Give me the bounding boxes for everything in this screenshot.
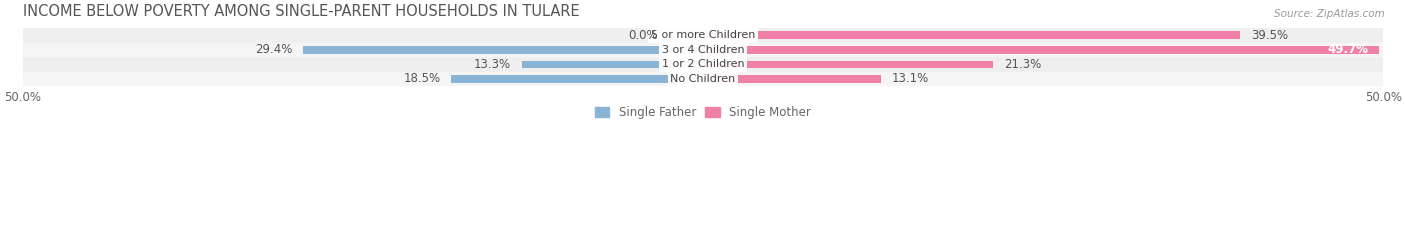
Text: 21.3%: 21.3% [1004, 58, 1040, 71]
Bar [22, 28, 1384, 43]
Bar [703, 75, 882, 83]
Text: 1 or 2 Children: 1 or 2 Children [662, 59, 744, 69]
Bar [703, 61, 993, 68]
Bar [22, 72, 1384, 86]
Bar [22, 57, 1384, 72]
Text: No Children: No Children [671, 74, 735, 84]
Text: 29.4%: 29.4% [254, 43, 292, 56]
Bar [302, 46, 703, 54]
Legend: Single Father, Single Mother: Single Father, Single Mother [591, 102, 815, 124]
Bar [669, 31, 703, 39]
Text: 39.5%: 39.5% [1251, 29, 1288, 42]
Text: Source: ZipAtlas.com: Source: ZipAtlas.com [1274, 9, 1385, 19]
Text: 0.0%: 0.0% [628, 29, 658, 42]
Text: 49.7%: 49.7% [1327, 43, 1368, 56]
Bar [451, 75, 703, 83]
Text: 5 or more Children: 5 or more Children [651, 30, 755, 40]
Text: 13.1%: 13.1% [893, 72, 929, 86]
Bar [703, 46, 1379, 54]
Bar [22, 43, 1384, 57]
Bar [703, 31, 1240, 39]
Text: 13.3%: 13.3% [474, 58, 512, 71]
Text: 18.5%: 18.5% [404, 72, 440, 86]
Bar [522, 61, 703, 68]
Text: INCOME BELOW POVERTY AMONG SINGLE-PARENT HOUSEHOLDS IN TULARE: INCOME BELOW POVERTY AMONG SINGLE-PARENT… [22, 4, 579, 19]
Text: 3 or 4 Children: 3 or 4 Children [662, 45, 744, 55]
